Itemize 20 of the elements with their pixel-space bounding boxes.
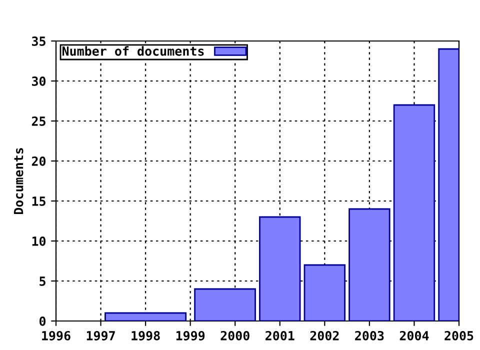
x-tick-label: 2004 xyxy=(400,330,429,340)
x-tick-label: 2003 xyxy=(355,330,384,340)
y-tick-label: 0 xyxy=(40,316,46,326)
x-tick-label: 1998 xyxy=(132,330,160,340)
x-tick-label: 2000 xyxy=(220,330,250,340)
y-tick-label: 15 xyxy=(32,196,46,206)
x-tick-label: 2001 xyxy=(266,330,294,340)
y-tick-label: 30 xyxy=(32,76,46,86)
x-tick-label: 1996 xyxy=(42,330,70,340)
y-tick-label: 10 xyxy=(32,236,46,246)
y-axis-title: Documents xyxy=(14,148,24,214)
x-tick-label: 2002 xyxy=(310,330,339,340)
legend-label: Number of documents xyxy=(62,46,204,56)
y-tick-label: 35 xyxy=(32,36,46,46)
x-tick-label: 2005 xyxy=(444,330,474,340)
x-tick-label: 1997 xyxy=(86,331,115,340)
y-tick-label: 20 xyxy=(32,156,46,166)
x-tick-label: 1999 xyxy=(176,331,205,340)
y-tick-label: 5 xyxy=(40,276,46,286)
y-tick-label: 25 xyxy=(32,116,46,126)
